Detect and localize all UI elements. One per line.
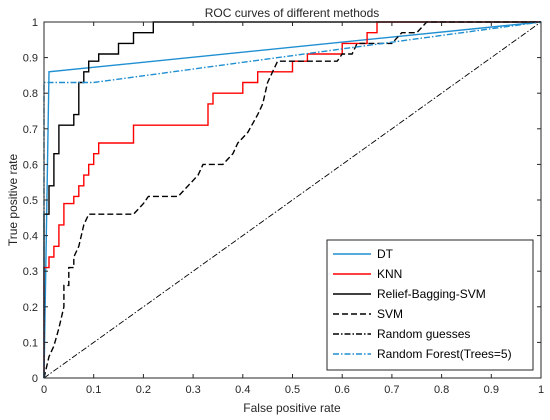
legend-label-knn: KNN xyxy=(377,267,402,281)
legend-label-dt: DT xyxy=(377,247,394,261)
chart-title: ROC curves of different methods xyxy=(205,6,380,20)
y-tick-label: 0.3 xyxy=(23,266,38,278)
x-axis-label: False positive rate xyxy=(243,401,341,415)
legend-box xyxy=(326,239,534,371)
y-tick-label: 0.4 xyxy=(23,231,38,243)
y-tick-label: 0.6 xyxy=(23,159,38,171)
x-tick-label: 1 xyxy=(538,384,544,396)
x-tick-label: 0.4 xyxy=(235,384,250,396)
series-line-dt xyxy=(43,21,542,379)
y-tick-label: 1 xyxy=(32,17,38,29)
y-tick-label: 0 xyxy=(32,373,38,385)
y-tick-label: 0.9 xyxy=(23,53,38,65)
y-axis-label: True positive rate xyxy=(6,154,20,247)
x-tick-label: 0.5 xyxy=(285,384,300,396)
series-line-random-guesses xyxy=(43,21,542,379)
x-tick-label: 0.9 xyxy=(484,384,499,396)
y-tick-label: 0.2 xyxy=(23,302,38,314)
tick-layer: 0 0.1 0.2 0.3 0.4 0.5 0.6 0.7 0.8 0.9 1 0 0.1 0.2 0.3 0… xyxy=(23,17,544,396)
legend-label-relief-bagging-svm: Relief-Bagging-SVM xyxy=(377,287,486,301)
y-tick-label: 0.7 xyxy=(23,124,38,136)
x-tick-label: 0 xyxy=(41,384,47,396)
x-tick-label: 0.6 xyxy=(335,384,350,396)
legend-label-random-guesses: Random guesses xyxy=(377,327,470,341)
series-line-knn xyxy=(43,21,541,378)
y-tick-label: 0.5 xyxy=(23,195,38,207)
x-tick-label: 0.2 xyxy=(136,384,151,396)
x-tick-label: 0.3 xyxy=(185,384,200,396)
y-tick-label: 0.1 xyxy=(23,337,38,349)
x-tick-label: 0.1 xyxy=(86,384,101,396)
legend: DT KNN Relief-Bagging-SVM SVM Random guesses… xyxy=(326,239,534,371)
x-tick-label: 0.7 xyxy=(384,384,399,396)
y-tick-label: 0.8 xyxy=(23,88,38,100)
series-line-svm xyxy=(43,21,541,379)
legend-label-random-forest-trees-5: Random Forest(Trees=5) xyxy=(377,347,512,361)
legend-label-svm: SVM xyxy=(377,307,403,321)
x-tick-label: 0.8 xyxy=(434,384,449,396)
